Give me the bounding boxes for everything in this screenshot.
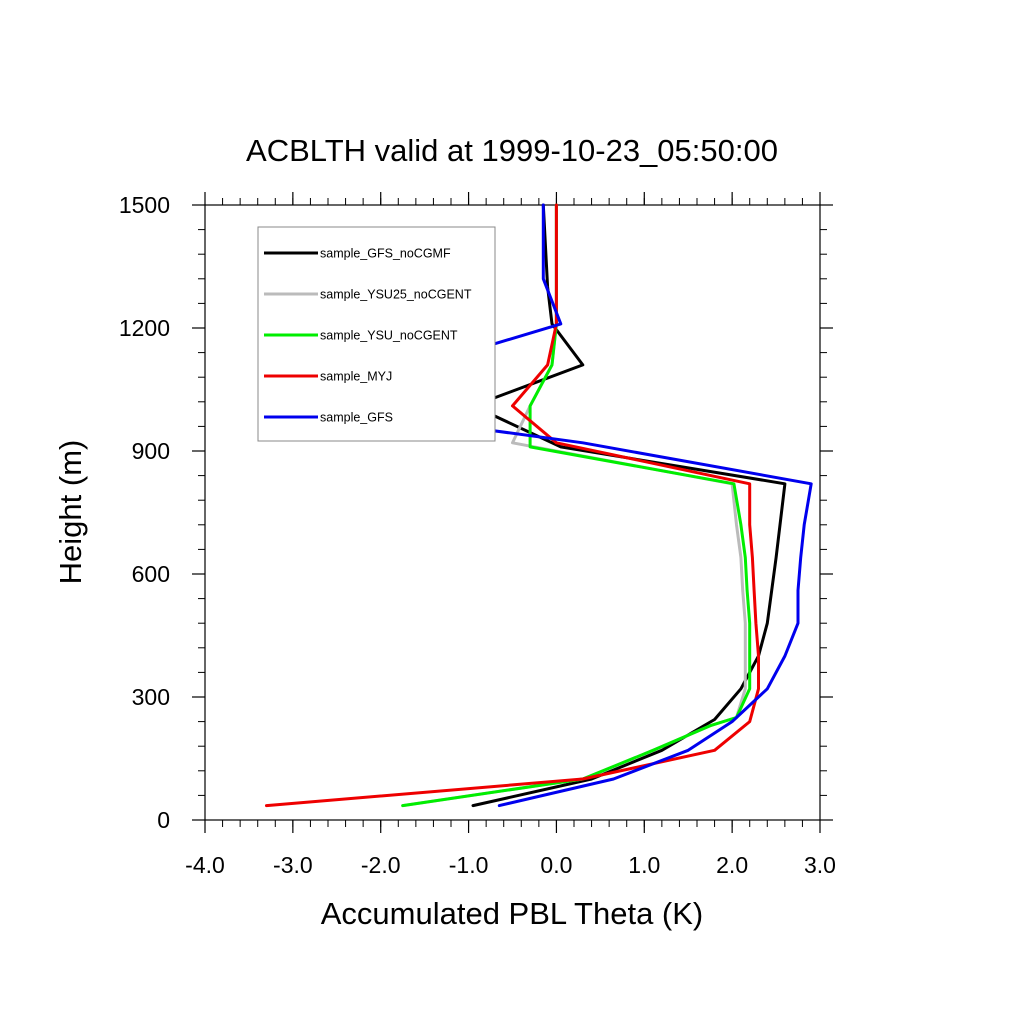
y-tick-label: 300 (132, 684, 170, 710)
y-tick-label: 1500 (119, 192, 170, 218)
x-tick-labels: -4.0 -3.0 -2.0 -1.0 0.0 1.0 2.0 3.0 (185, 852, 836, 878)
series-line-sample-myj (265, 203, 760, 808)
chart-title: ACBLTH valid at 1999-10-23_05:50:00 (246, 133, 778, 168)
y-tick-labels: 0 300 600 900 1200 1500 (119, 192, 170, 833)
y-axis-label: Height (m) (53, 440, 88, 585)
x-tick-label: -2.0 (361, 852, 401, 878)
y-tick-label: 600 (132, 561, 170, 587)
x-tick-label: -1.0 (449, 852, 489, 878)
legend-label: sample_MYJ (320, 370, 392, 384)
series-line-sample-ysu-nocgent (401, 203, 752, 808)
y-tick-label: 1200 (119, 315, 170, 341)
x-tick-label: -4.0 (185, 852, 225, 878)
x-tick-label: -3.0 (273, 852, 313, 878)
x-axis-label: Accumulated PBL Theta (K) (321, 896, 704, 931)
legend-label: sample_YSU25_noCGENT (320, 288, 472, 302)
x-tick-label: 0.0 (540, 852, 572, 878)
legend-label: sample_YSU_noCGENT (320, 329, 458, 343)
y-tick-label: 900 (132, 438, 170, 464)
x-tick-label: 3.0 (804, 852, 836, 878)
legend: sample_GFS_noCGMF sample_YSU25_noCGENTsam… (257, 226, 496, 442)
y-tick-label: 0 (157, 807, 170, 833)
legend-label: sample_GFS (320, 411, 393, 425)
major-ticks (192, 192, 833, 833)
x-tick-label: 1.0 (628, 852, 660, 878)
legend-label: sample_GFS_noCGMF (320, 247, 451, 261)
plot-frame (204, 204, 821, 821)
x-tick-label: 2.0 (716, 852, 748, 878)
